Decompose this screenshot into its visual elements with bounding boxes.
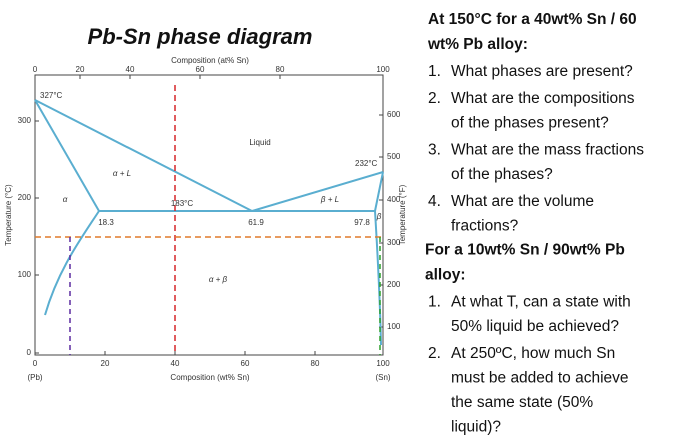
phase-label: 183°C [171, 199, 194, 208]
top-tick-label: 20 [76, 65, 85, 74]
item-line: At 250ºC, how much Sn [451, 345, 615, 362]
heading: For a 10wt% Sn / 90wt% Pb [425, 242, 625, 259]
diagram-title: Pb-Sn phase diagram [88, 24, 313, 49]
bottom-tick-label: 80 [311, 359, 320, 368]
phase-label: 327°C [40, 91, 63, 100]
liquidus-right [251, 171, 384, 212]
item-line: What are the compositions [451, 90, 635, 107]
item-line: What are the mass fractions [451, 142, 644, 159]
top-tick-label: 80 [276, 65, 285, 74]
item-number: 2. [428, 90, 441, 107]
phase-label: 232°C [355, 159, 378, 168]
left-tick-label: 100 [18, 270, 32, 279]
right-tick-label: 500 [387, 152, 401, 161]
item-line: What phases are present? [451, 63, 633, 80]
phase-diagram: Pb-Sn phase diagram Composition (at% Sn)… [4, 24, 407, 382]
bottom-tick-label: 60 [241, 359, 250, 368]
questions: At 150°C for a 40wt% Sn / 60 wt% Pb alloy… [425, 11, 644, 436]
top-tick-label: 100 [376, 65, 390, 74]
phase-label: α + β [209, 275, 228, 284]
right-tick-label: 400 [387, 195, 401, 204]
item-line: the same state (50% [451, 394, 593, 411]
right-tick-label: 600 [387, 110, 401, 119]
bottom-tick-label: 100 [376, 359, 390, 368]
bottom-tick-label: 20 [101, 359, 110, 368]
item-number: 3. [428, 142, 441, 159]
right-tick-label: 300 [387, 238, 401, 247]
solidus-left [34, 99, 100, 212]
phase-label: Liquid [249, 138, 270, 147]
right-tick-label: 200 [387, 280, 401, 289]
item-line: fractions? [451, 218, 519, 235]
liquidus-left [34, 99, 253, 212]
top-tick-label: 0 [33, 65, 38, 74]
phase-label: 18.3 [98, 218, 114, 227]
item-number: 2. [428, 345, 441, 362]
heading: wt% Pb alloy: [427, 36, 528, 53]
phase-label: α + L [113, 169, 131, 178]
item-number: 4. [428, 193, 441, 210]
bottom-axis-label: Composition (wt% Sn) [170, 373, 249, 382]
heading: At 150°C for a 40wt% Sn / 60 [428, 11, 637, 28]
left-axis-label: Temperature (°C) [4, 184, 13, 246]
top-tick-label: 60 [196, 65, 205, 74]
item-line: What are the volume [451, 193, 594, 210]
solidus-right [374, 171, 384, 212]
left-tick-label: 0 [27, 348, 32, 357]
bottom-tick-label: 40 [171, 359, 180, 368]
phase-labels: 327°C Liquid 232°C α + L β + L α 183°C 18.3 61.9… [40, 91, 382, 284]
item-number: 1. [428, 63, 441, 80]
phase-label: 97.8 [354, 218, 370, 227]
item-line: must be added to achieve [451, 370, 629, 387]
top-tick-label: 40 [126, 65, 135, 74]
item-line: liquid)? [451, 419, 501, 436]
heading: alloy: [425, 267, 465, 284]
item-line: of the phases? [451, 166, 553, 183]
plot-frame [34, 74, 384, 356]
pb-label: (Pb) [27, 373, 42, 382]
item-line: 50% liquid be achieved? [451, 318, 619, 335]
phase-label: α [63, 195, 68, 204]
phase-label: β + L [320, 195, 339, 204]
left-tick-label: 300 [18, 116, 32, 125]
top-axis-label: Composition (at% Sn) [171, 56, 249, 65]
ticks: 0 20 40 60 80 100 0 20 40 60 80 100 0 100 200 300 100 200… [18, 65, 401, 368]
bottom-tick-label: 0 [33, 359, 38, 368]
phase-label: β [376, 212, 382, 221]
left-tick-label: 200 [18, 193, 32, 202]
right-tick-label: 100 [387, 322, 401, 331]
right-axis-label: Temperature (°F) [398, 184, 407, 245]
item-line: At what T, can a state with [451, 294, 631, 311]
sn-label: (Sn) [375, 373, 390, 382]
item-line: of the phases present? [451, 115, 609, 132]
item-number: 1. [428, 294, 441, 311]
phase-label: 61.9 [248, 218, 264, 227]
